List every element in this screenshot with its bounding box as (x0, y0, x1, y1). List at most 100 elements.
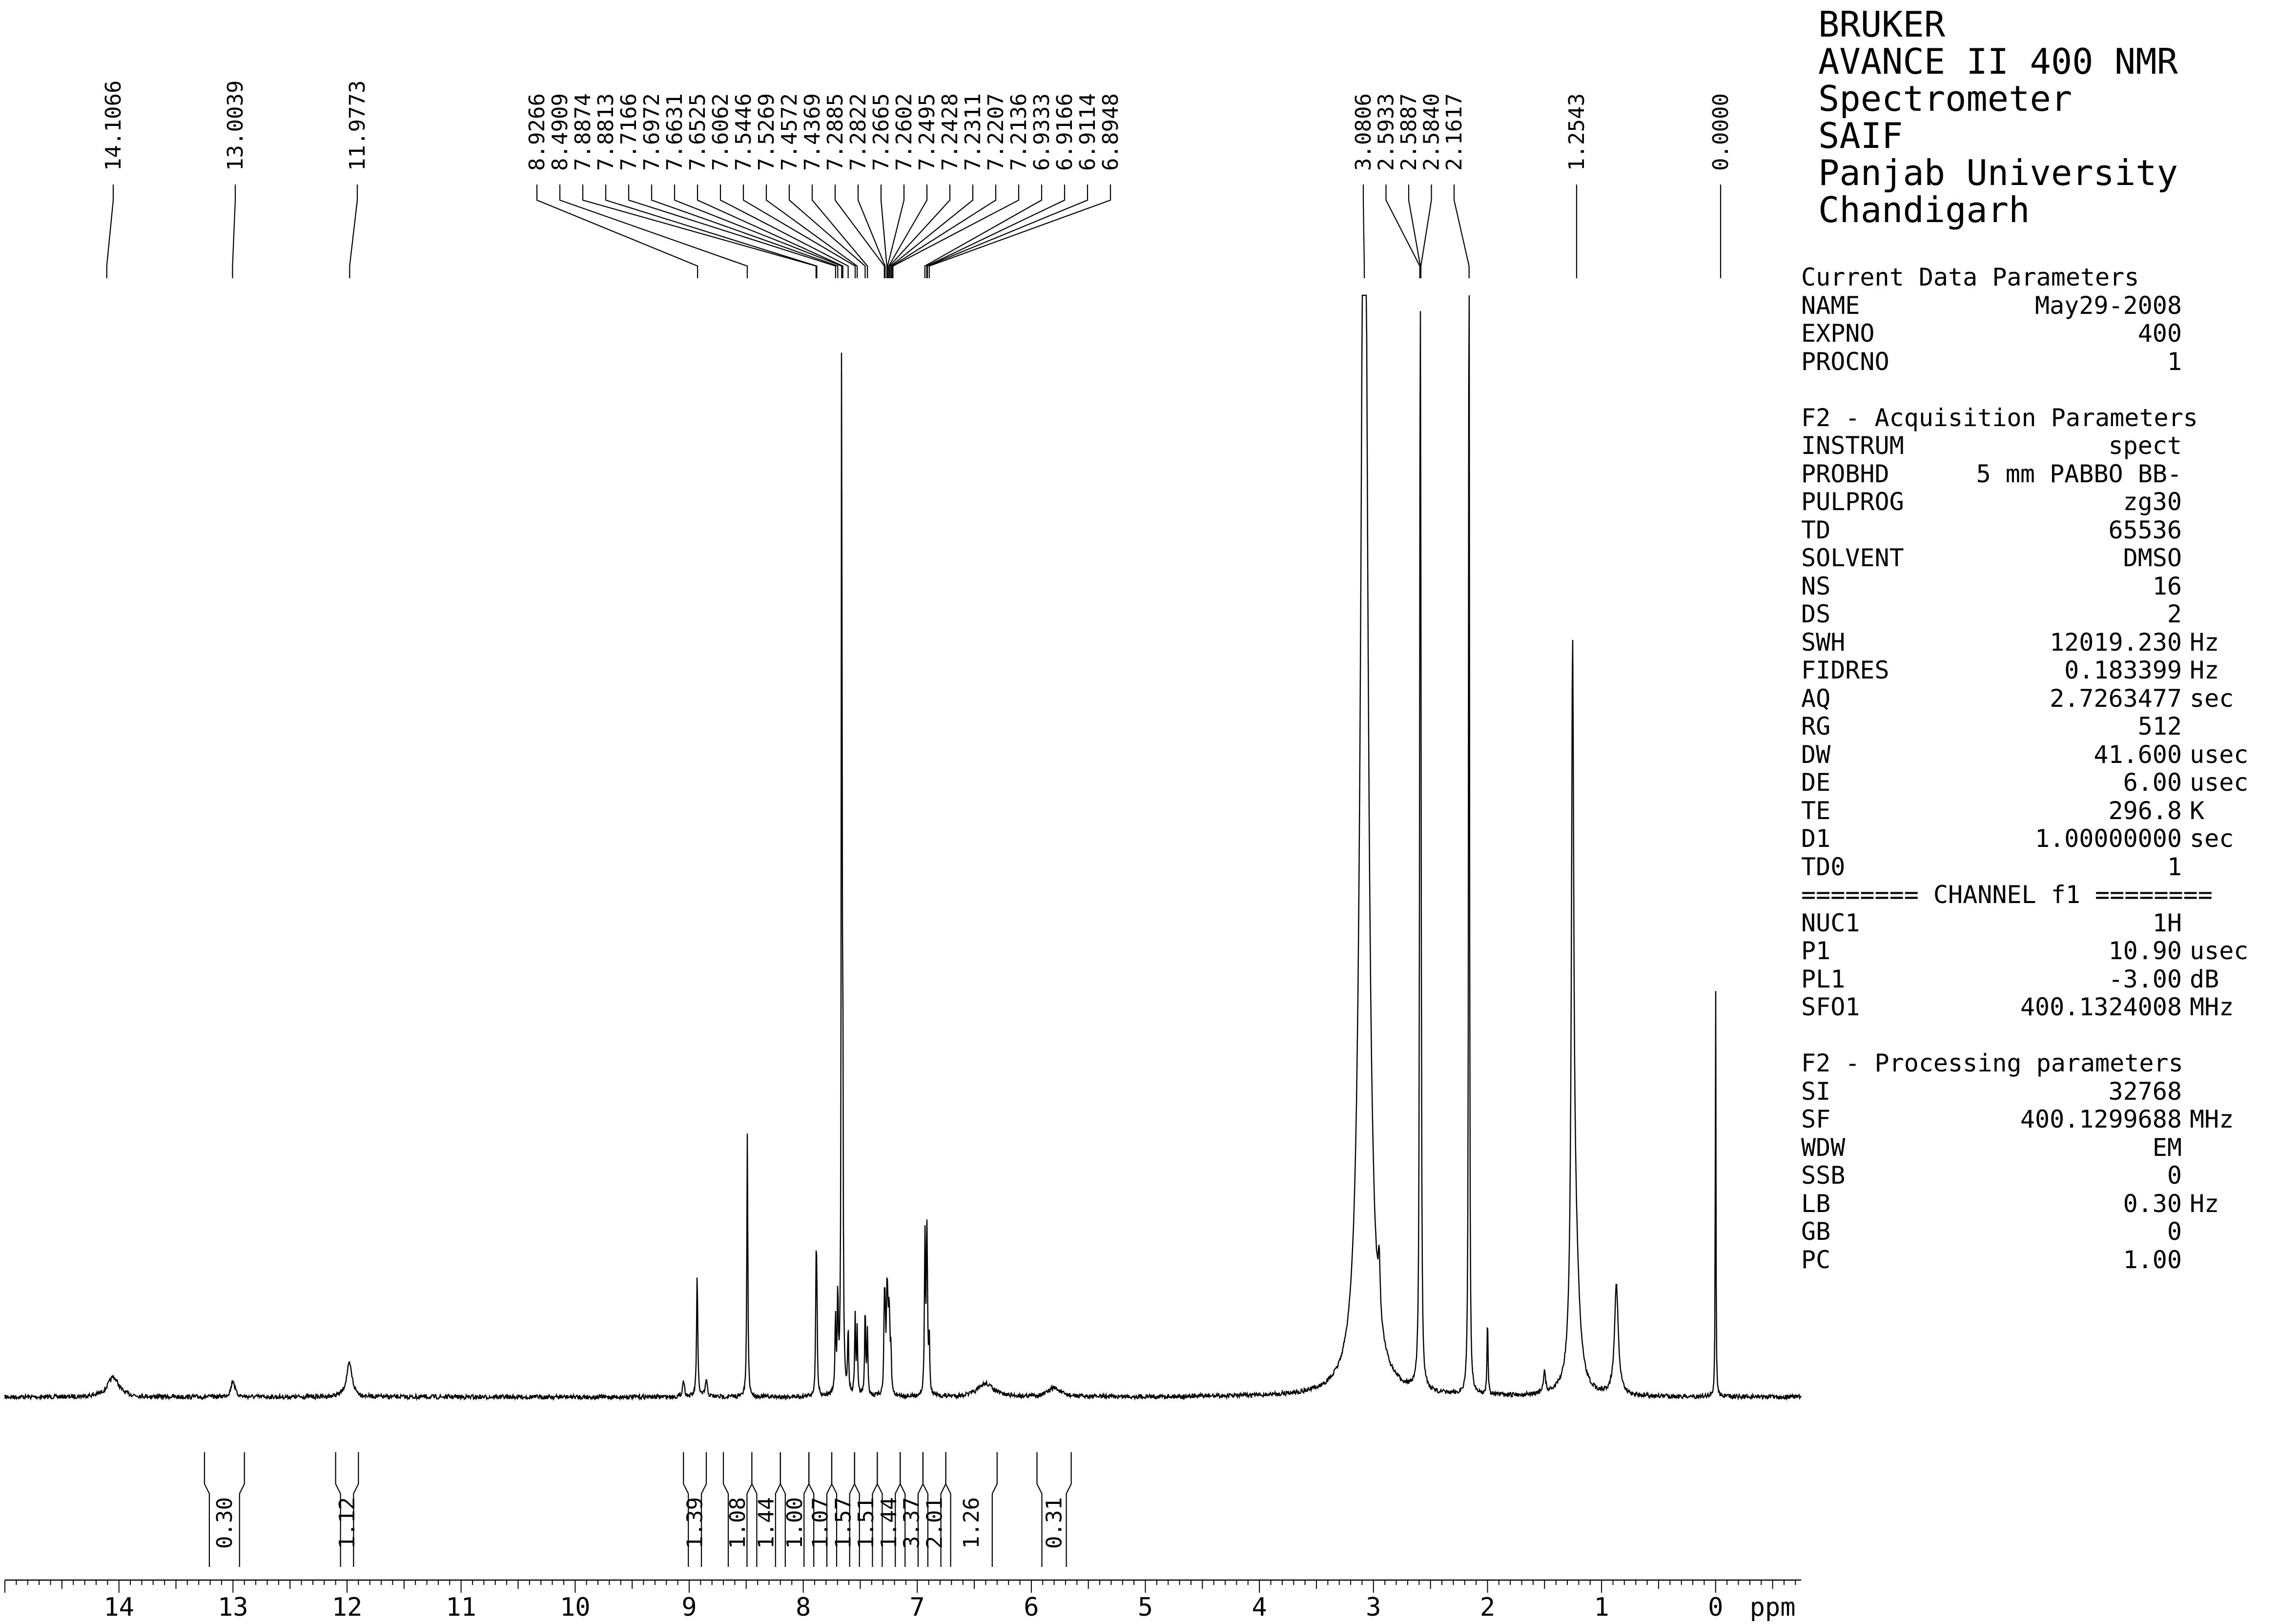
param-value: 0.183399 (2064, 656, 2182, 684)
param-name: AQ (1801, 684, 1831, 713)
param-unit: Hz (2190, 656, 2219, 684)
param-name: TD (1801, 515, 1831, 544)
peak-label: 2.5887 (1396, 93, 1421, 171)
peak-label: 8.4909 (548, 93, 573, 171)
integral-bracket-left (204, 1452, 210, 1567)
param-value: 0 (2167, 1161, 2182, 1190)
peak-label: 7.7166 (616, 93, 641, 171)
param-name: NAME (1801, 291, 1860, 320)
integral-value: 2.01 (922, 1497, 947, 1549)
param-value: 400.1324008 (2020, 993, 2182, 1021)
param-name: SOLVENT (1801, 544, 1904, 572)
header-line-6: Chandigarh (1818, 189, 2030, 230)
param-value: 10.90 (2108, 937, 2182, 965)
param-name: D1 (1801, 824, 1831, 853)
peak-label-group: 14.1066 13.0039 11.9773 8.92668.49097.88747… (101, 81, 1733, 278)
integral-bracket-right (353, 1452, 359, 1567)
param-value: 2 (2167, 600, 2182, 628)
param-name: PC (1801, 1245, 1831, 1274)
peak-label: 7.8874 (571, 93, 595, 171)
peak-label: 7.5269 (754, 93, 779, 171)
integral-bracket-left (922, 1452, 928, 1567)
peak-label: 7.2136 (1006, 93, 1031, 171)
integral-bracket-left (780, 1452, 786, 1567)
param-unit: MHz (2190, 993, 2234, 1021)
param-value: 1H (2152, 908, 2182, 937)
integral-bracket-left (1036, 1452, 1043, 1567)
param-unit (2182, 544, 2263, 573)
param-value: 16 (2152, 572, 2182, 600)
param-name: PROBHD (1801, 459, 1889, 488)
param-name: TD0 (1801, 852, 1846, 881)
peak-label-connector (891, 185, 997, 278)
param-value: DMSO (2123, 544, 2182, 572)
peak-label-connector (928, 185, 1111, 278)
peak-label: 7.6631 (662, 93, 687, 171)
param-name: FIDRES (1801, 656, 1889, 684)
peak-label: 6.9333 (1029, 93, 1054, 171)
peak-label: 7.2207 (984, 93, 1008, 171)
param-unit (2182, 1218, 2263, 1246)
param-value: 0 (2167, 1217, 2182, 1246)
x-axis: 14 13 12 11 10 9 8 7 6 5 4 3 2 1 0 ppm (4, 1579, 1801, 1622)
param-section-title-processing: F2 - Processing parameters (1801, 1049, 2183, 1077)
param-name: LB (1801, 1189, 1831, 1218)
peak-label-connector (582, 185, 817, 278)
peak-label-connector (697, 185, 843, 278)
integral-bracket-left (808, 1452, 815, 1567)
param-value: 1 (2167, 347, 2182, 376)
peak-label: 7.2885 (823, 93, 848, 171)
peak-label-connector (1453, 185, 1470, 278)
param-row-ds: DS 2 (1801, 600, 2270, 629)
param-value: 2.7263477 (2050, 684, 2182, 713)
header-line-3: Spectrometer (1818, 78, 2073, 119)
peak-label: 8.9266 (525, 93, 550, 171)
peak-label-connector (106, 185, 114, 278)
peak-label-connector (788, 185, 866, 278)
param-unit (2182, 432, 2263, 460)
param-row-probhd: PROBHD 5 mm PABBO BB- (1801, 460, 2270, 489)
peak-label-connector (651, 185, 839, 278)
peak-label-connector (1362, 185, 1365, 278)
integral-bracket-left (900, 1452, 906, 1567)
param-unit: usec (2190, 740, 2249, 769)
param-row-aq: AQ 2.7263477 sec (1801, 684, 2270, 713)
spectrum-trace (4, 294, 1802, 1401)
param-name: DW (1801, 740, 1831, 769)
peak-label-connector (559, 185, 748, 278)
param-name: PL1 (1801, 965, 1846, 993)
param-row-ns: NS 16 (1801, 572, 2270, 601)
integral-value: 1.51 (854, 1497, 879, 1549)
x-tick-label: 13 (218, 1593, 248, 1622)
x-tick-label: 10 (560, 1593, 591, 1622)
param-value: -3.00 (2108, 965, 2182, 993)
parameters-panel: Current Data Parameters NAME May29-2008 EXP… (1801, 263, 2270, 1274)
param-value: 512 (2137, 712, 2182, 740)
integral-value: 1.12 (335, 1497, 360, 1549)
param-name: SWH (1801, 628, 1846, 657)
peak-label-connector (892, 185, 1020, 278)
param-name: NS (1801, 572, 1831, 600)
param-unit: usec (2190, 768, 2249, 797)
param-section-title-current: Current Data Parameters (1801, 263, 2139, 291)
section-gap (1801, 1022, 2270, 1050)
param-name: SI (1801, 1077, 1831, 1106)
peak-label-connector (628, 185, 836, 278)
param-value: 32768 (2108, 1077, 2182, 1106)
param-value: 400 (2137, 319, 2182, 348)
param-row-ssb: SSB 0 (1801, 1161, 2270, 1190)
param-row-expno: EXPNO 400 (1801, 319, 2270, 348)
param-name: INSTRUM (1801, 432, 1904, 460)
integral-value: 1.57 (831, 1497, 856, 1549)
integral-bracket-right (991, 1452, 998, 1567)
peak-label: 13.0039 (223, 81, 248, 171)
integral-value: 1.26 (959, 1497, 984, 1549)
param-name: P1 (1801, 937, 1831, 965)
peak-label: 3.0806 (1351, 93, 1376, 171)
x-tick-label: 5 (1138, 1593, 1153, 1622)
instrument-header: BRUKER AVANCE II 400 NMR Spectrometer SA… (1818, 6, 2277, 228)
param-row-swh: SWH 12019.230 Hz (1801, 628, 2270, 657)
x-tick-label: 11 (446, 1593, 476, 1622)
peak-label-connector (349, 185, 358, 278)
param-value: 12019.230 (2050, 628, 2182, 657)
